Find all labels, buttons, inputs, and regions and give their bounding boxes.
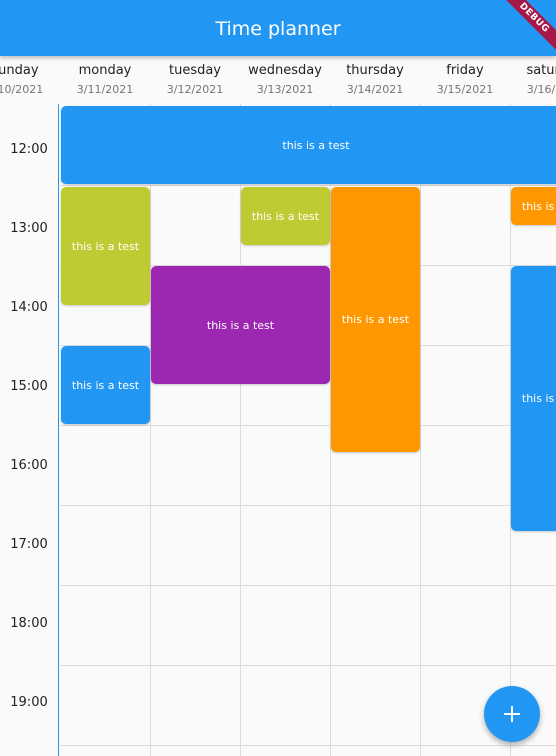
app-bar: Time planner bbox=[0, 0, 556, 56]
time-label: 15:00 bbox=[10, 379, 48, 394]
app-title: Time planner bbox=[215, 18, 341, 40]
day-name: monday bbox=[78, 63, 132, 78]
grid-column-line bbox=[420, 104, 421, 756]
time-label: 13:00 bbox=[10, 221, 48, 236]
grid-line bbox=[60, 265, 556, 266]
day-date: 3/10/2021 bbox=[0, 83, 44, 96]
day-header-row: sunday 3/10/2021 monday 3/11/2021 tuesda… bbox=[0, 56, 556, 104]
day-header-friday: friday 3/15/2021 bbox=[420, 56, 510, 104]
event-card[interactable]: this is a test bbox=[511, 266, 556, 531]
day-date: 3/11/2021 bbox=[76, 83, 134, 96]
day-header-tuesday: tuesday 3/12/2021 bbox=[150, 56, 240, 104]
event-card[interactable]: this is a test bbox=[331, 187, 420, 452]
time-column-divider bbox=[58, 104, 59, 756]
time-label: 16:00 bbox=[10, 458, 48, 473]
grid-line bbox=[60, 425, 556, 426]
day-date: 3/16/2021 bbox=[526, 83, 556, 96]
event-card[interactable]: this is a test bbox=[61, 346, 150, 424]
day-header-thursday: thursday 3/14/2021 bbox=[330, 56, 420, 104]
day-date: 3/15/2021 bbox=[436, 83, 494, 96]
event-card[interactable]: this is a test bbox=[151, 266, 330, 384]
day-date: 3/13/2021 bbox=[256, 83, 314, 96]
event-card[interactable]: this is a test bbox=[61, 187, 150, 305]
add-icon bbox=[504, 713, 520, 715]
day-name: wednesday bbox=[248, 63, 322, 78]
day-name: friday bbox=[446, 63, 484, 78]
day-header-sunday: sunday 3/10/2021 bbox=[0, 56, 60, 104]
event-card[interactable]: this is a test bbox=[511, 187, 556, 225]
grid-column-line bbox=[240, 104, 241, 756]
add-event-button[interactable] bbox=[484, 686, 540, 742]
grid-column-line bbox=[510, 104, 511, 756]
time-label: 14:00 bbox=[10, 300, 48, 315]
event-card[interactable]: this is a test bbox=[61, 106, 556, 184]
grid-column-line bbox=[150, 104, 151, 756]
time-label: 12:00 bbox=[10, 142, 48, 157]
day-header-wednesday: wednesday 3/13/2021 bbox=[240, 56, 330, 104]
schedule-grid[interactable]: 12:00 13:00 14:00 15:00 16:00 17:00 18:0… bbox=[0, 104, 556, 756]
time-label: 18:00 bbox=[10, 616, 48, 631]
day-header-saturday: saturday 3/16/2021 bbox=[510, 56, 556, 104]
debug-banner-label: DEBUG bbox=[497, 0, 556, 55]
grid-line bbox=[60, 745, 556, 746]
debug-banner: DEBUG bbox=[496, 0, 556, 60]
time-label: 19:00 bbox=[10, 695, 48, 710]
day-name: sunday bbox=[0, 63, 39, 78]
grid-line bbox=[60, 585, 556, 586]
day-name: tuesday bbox=[168, 63, 222, 78]
grid-column-line bbox=[330, 104, 331, 756]
day-header-monday: monday 3/11/2021 bbox=[60, 56, 150, 104]
grid-line bbox=[60, 665, 556, 666]
grid-line bbox=[60, 185, 556, 186]
event-card[interactable]: this is a test bbox=[241, 187, 330, 245]
day-name: saturday bbox=[526, 63, 556, 78]
grid-line bbox=[60, 505, 556, 506]
time-label: 17:00 bbox=[10, 537, 48, 552]
day-date: 3/12/2021 bbox=[166, 83, 224, 96]
day-name: thursday bbox=[346, 63, 404, 78]
day-date: 3/14/2021 bbox=[346, 83, 404, 96]
